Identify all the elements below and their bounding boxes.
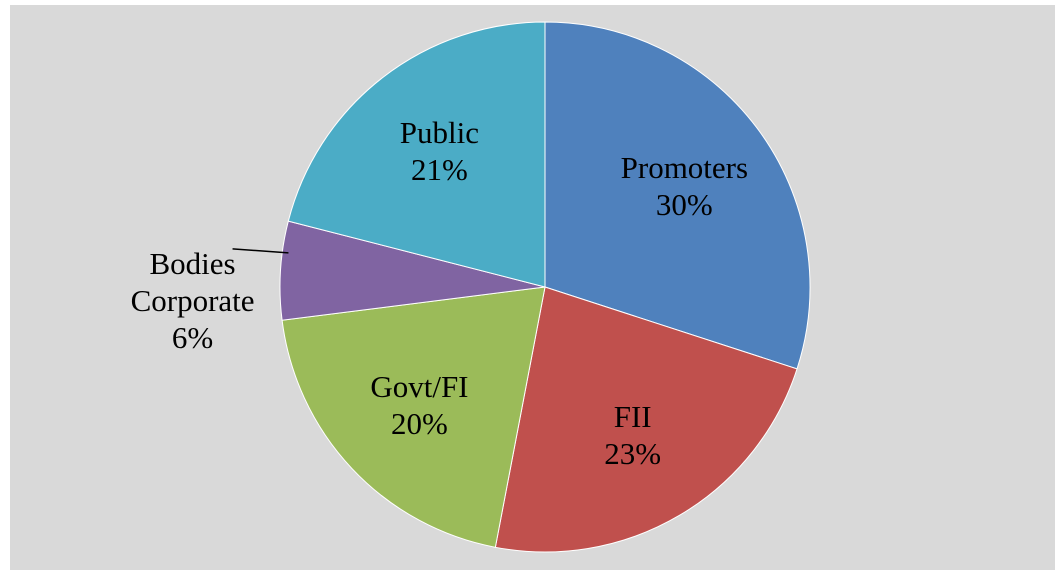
slice-label: FII 23% (604, 398, 661, 472)
pie-slice (544, 21, 811, 370)
chart-area: Promoters 30% FII 23% Govt/FI 20% Bodies Corpo… (10, 5, 1055, 570)
category-label: Promoters (620, 149, 749, 185)
value-label: 20% (391, 405, 448, 441)
category-label: FII (613, 399, 652, 435)
value-label: 23% (604, 436, 662, 472)
pie-slice (494, 286, 798, 553)
slice-label: Promoters 30% (621, 149, 748, 223)
pie-slice (281, 286, 546, 548)
value-label: 6% (171, 320, 214, 356)
category-label: Public (399, 114, 480, 150)
category-label: Govt/FI (370, 368, 469, 404)
slice-label: Public 21% (400, 114, 479, 188)
value-label: 30% (655, 186, 713, 222)
chart (232, 21, 811, 553)
leader-line (232, 248, 289, 254)
slice-label: Bodies Corporate 6% (123, 245, 263, 357)
category-label: Bodies Corporate (130, 246, 255, 319)
pie-slice (287, 21, 546, 288)
slice-label: Govt/FI 20% (370, 368, 468, 442)
value-label: 21% (411, 151, 468, 187)
